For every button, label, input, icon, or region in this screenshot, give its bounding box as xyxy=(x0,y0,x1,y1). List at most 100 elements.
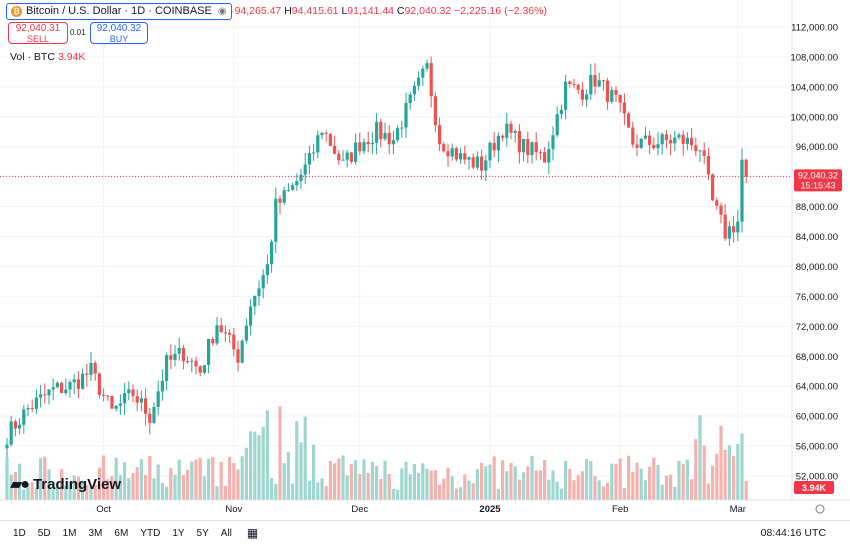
candle-body[interactable] xyxy=(547,149,551,163)
candle-body[interactable] xyxy=(652,144,656,149)
candle-body[interactable] xyxy=(660,134,664,145)
candle-body[interactable] xyxy=(211,338,215,344)
candle-body[interactable] xyxy=(370,142,374,145)
buy-button[interactable]: 92,040.32 BUY xyxy=(90,22,148,44)
candle-body[interactable] xyxy=(244,325,248,341)
candle-body[interactable] xyxy=(123,393,127,404)
candle-body[interactable] xyxy=(673,137,677,144)
candle-body[interactable] xyxy=(694,145,698,152)
candle-body[interactable] xyxy=(165,355,169,381)
candle-body[interactable] xyxy=(459,153,463,160)
candle-body[interactable] xyxy=(522,138,526,153)
candle-body[interactable] xyxy=(219,325,223,333)
candle-body[interactable] xyxy=(446,151,450,157)
candle-body[interactable] xyxy=(622,102,626,114)
candle-body[interactable] xyxy=(727,226,731,239)
candle-body[interactable] xyxy=(85,373,89,375)
candle-body[interactable] xyxy=(375,122,379,143)
candle-body[interactable] xyxy=(114,405,118,409)
range-ytd[interactable]: YTD xyxy=(140,527,161,539)
candle-body[interactable] xyxy=(732,226,736,233)
candle-body[interactable] xyxy=(564,81,568,110)
candle-body[interactable] xyxy=(387,132,391,145)
candle-body[interactable] xyxy=(345,152,349,160)
candle-body[interactable] xyxy=(274,198,278,242)
candle-body[interactable] xyxy=(13,421,17,429)
candle-body[interactable] xyxy=(715,200,719,206)
calendar-icon[interactable]: ▦ xyxy=(246,526,259,540)
candle-body[interactable] xyxy=(635,144,639,148)
candle-body[interactable] xyxy=(349,152,353,162)
candle-body[interactable] xyxy=(690,137,694,146)
candle-body[interactable] xyxy=(643,135,647,139)
tradingview-logo[interactable]: ▰● TradingView xyxy=(10,474,121,494)
candle-body[interactable] xyxy=(576,84,580,90)
candle-body[interactable] xyxy=(337,153,341,161)
candle-body[interactable] xyxy=(471,157,475,168)
candle-body[interactable] xyxy=(286,189,290,191)
price-chart[interactable]: 112,000.00 108,000.00 104,000.00 100,000.00… xyxy=(0,0,850,520)
candle-body[interactable] xyxy=(656,144,660,149)
candle-body[interactable] xyxy=(102,395,106,397)
candle-body[interactable] xyxy=(307,153,311,165)
candle-body[interactable] xyxy=(26,408,30,410)
candle-body[interactable] xyxy=(64,389,68,394)
candle-body[interactable] xyxy=(18,424,22,429)
candle-body[interactable] xyxy=(463,153,467,160)
candle-body[interactable] xyxy=(505,123,509,138)
candle-body[interactable] xyxy=(589,74,593,95)
candle-body[interactable] xyxy=(257,288,261,297)
candle-body[interactable] xyxy=(433,96,437,126)
candle-body[interactable] xyxy=(5,444,9,449)
candle-body[interactable] xyxy=(404,102,408,128)
candle-body[interactable] xyxy=(534,142,538,153)
candle-body[interactable] xyxy=(480,156,484,171)
candle-body[interactable] xyxy=(148,413,152,423)
candle-body[interactable] xyxy=(488,142,492,161)
candle-body[interactable] xyxy=(568,81,572,84)
candle-body[interactable] xyxy=(265,264,269,276)
candle-body[interactable] xyxy=(76,379,80,389)
candle-body[interactable] xyxy=(223,332,227,334)
candle-body[interactable] xyxy=(593,74,597,87)
candle-body[interactable] xyxy=(530,142,534,156)
candle-body[interactable] xyxy=(631,127,635,145)
candle-body[interactable] xyxy=(366,141,370,145)
candle-body[interactable] xyxy=(22,409,26,425)
candle-body[interactable] xyxy=(249,306,253,326)
candle-body[interactable] xyxy=(261,275,265,289)
candle-body[interactable] xyxy=(585,94,589,100)
candle-body[interactable] xyxy=(278,198,282,203)
candle-body[interactable] xyxy=(89,363,93,375)
candle-body[interactable] xyxy=(81,373,85,389)
candle-body[interactable] xyxy=(400,127,404,129)
candle-body[interactable] xyxy=(160,380,164,392)
candle-body[interactable] xyxy=(438,125,442,145)
candle-body[interactable] xyxy=(333,145,337,154)
candle-body[interactable] xyxy=(685,137,689,144)
candle-body[interactable] xyxy=(664,134,668,140)
candle-body[interactable] xyxy=(417,77,421,86)
candle-body[interactable] xyxy=(9,421,13,445)
candle-body[interactable] xyxy=(341,159,345,161)
candle-body[interactable] xyxy=(282,190,286,203)
candle-body[interactable] xyxy=(60,382,64,394)
candle-body[interactable] xyxy=(648,135,652,145)
candle-body[interactable] xyxy=(198,366,202,373)
candle-body[interactable] xyxy=(295,181,299,186)
candle-body[interactable] xyxy=(467,157,471,160)
candle-body[interactable] xyxy=(509,123,513,133)
candle-body[interactable] xyxy=(194,360,198,367)
candle-body[interactable] xyxy=(572,83,576,85)
candle-body[interactable] xyxy=(354,142,358,162)
candle-body[interactable] xyxy=(358,142,362,152)
candle-body[interactable] xyxy=(484,160,488,171)
candle-body[interactable] xyxy=(181,347,185,362)
candle-body[interactable] xyxy=(677,134,681,138)
candle-body[interactable] xyxy=(320,132,324,136)
candle-body[interactable] xyxy=(169,355,173,360)
utc-clock[interactable]: 08:44:16 UTC xyxy=(760,527,826,539)
candle-body[interactable] xyxy=(681,134,685,144)
candle-body[interactable] xyxy=(408,94,412,103)
candle-body[interactable] xyxy=(555,114,559,136)
